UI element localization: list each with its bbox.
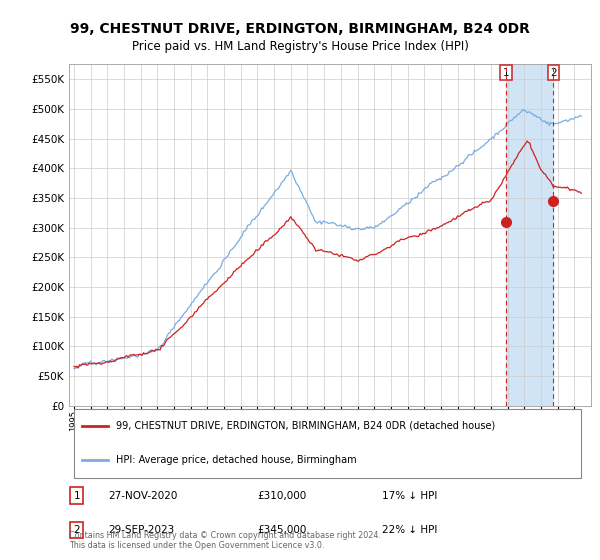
Text: 1: 1	[74, 491, 80, 501]
FancyBboxPatch shape	[74, 409, 581, 478]
Text: 99, CHESTNUT DRIVE, ERDINGTON, BIRMINGHAM, B24 0DR: 99, CHESTNUT DRIVE, ERDINGTON, BIRMINGHA…	[70, 22, 530, 36]
Text: Price paid vs. HM Land Registry's House Price Index (HPI): Price paid vs. HM Land Registry's House …	[131, 40, 469, 53]
Text: 1: 1	[503, 68, 509, 78]
Text: 17% ↓ HPI: 17% ↓ HPI	[382, 491, 437, 501]
Text: £310,000: £310,000	[257, 491, 306, 501]
Text: 22% ↓ HPI: 22% ↓ HPI	[382, 525, 437, 535]
Bar	[506, 64, 553, 405]
Text: 27-NOV-2020: 27-NOV-2020	[108, 491, 178, 501]
Text: 2: 2	[74, 525, 80, 535]
Text: 29-SEP-2023: 29-SEP-2023	[108, 525, 175, 535]
Text: Contains HM Land Registry data © Crown copyright and database right 2024.
This d: Contains HM Land Registry data © Crown c…	[69, 530, 381, 550]
Text: £345,000: £345,000	[257, 525, 306, 535]
Text: 2: 2	[550, 68, 557, 78]
Text: HPI: Average price, detached house, Birmingham: HPI: Average price, detached house, Birm…	[116, 455, 356, 465]
Text: 99, CHESTNUT DRIVE, ERDINGTON, BIRMINGHAM, B24 0DR (detached house): 99, CHESTNUT DRIVE, ERDINGTON, BIRMINGHA…	[116, 421, 495, 431]
